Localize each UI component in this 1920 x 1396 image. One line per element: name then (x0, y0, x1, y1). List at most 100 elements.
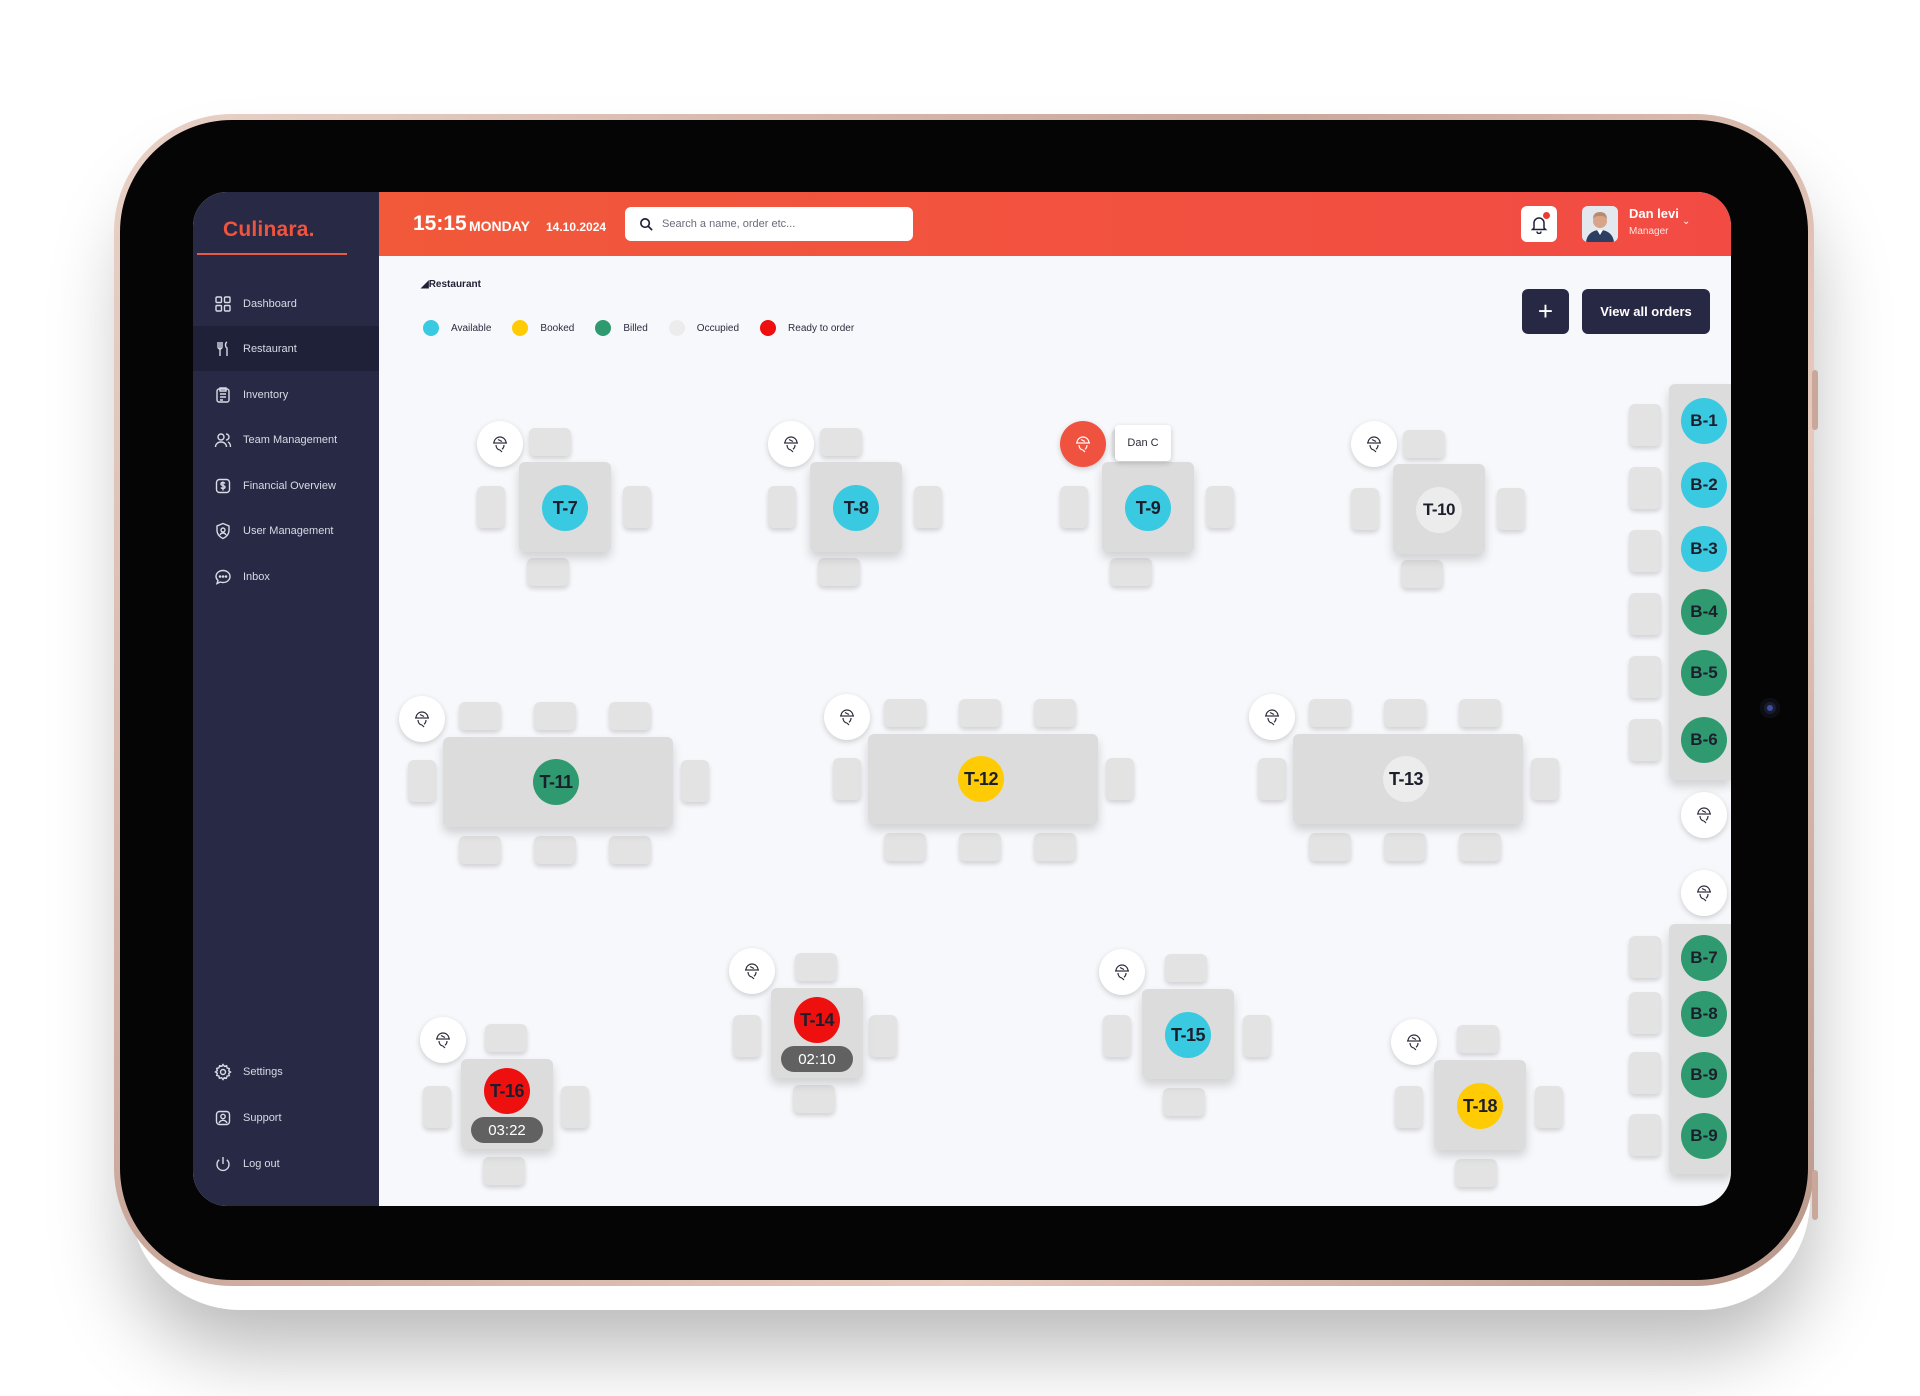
table-status-badge[interactable]: T-10 (1416, 487, 1462, 533)
clipboard-icon (216, 386, 230, 403)
chair (1535, 1086, 1563, 1128)
waiter-icon (1367, 436, 1381, 453)
table-timer: 02:10 (781, 1046, 853, 1072)
chair (609, 836, 651, 864)
chair (1455, 1159, 1497, 1187)
table-status-badge[interactable]: T-16 (484, 1068, 530, 1114)
waiter-assign-button[interactable] (1099, 949, 1145, 995)
sidebar-item-financial-overview[interactable]: Financial Overview (193, 463, 379, 508)
waiter-assign-button[interactable] (1681, 870, 1727, 916)
table-status-badge[interactable]: T-14 (794, 997, 840, 1043)
clock-date: 14.10.2024 (546, 220, 607, 234)
sidebar-item-label: Support (243, 1111, 282, 1124)
legend-dot (595, 320, 612, 336)
sidebar-item-label: Log out (243, 1157, 280, 1170)
dashboard-icon (215, 295, 231, 312)
app-screen: Culinara. Dashboard Restaurant Inventory… (193, 192, 1731, 1206)
waiter-assign-button[interactable] (1351, 421, 1397, 467)
gear-icon (214, 1062, 232, 1081)
sidebar-item-label: Inventory (243, 388, 289, 401)
bar-seat-badge[interactable]: B-4 (1681, 589, 1727, 635)
chair (1351, 488, 1379, 530)
sidebar-item-team-management[interactable]: Team Management (193, 417, 379, 462)
sidebar-item-dashboard[interactable]: Dashboard (193, 281, 379, 326)
chair (1106, 758, 1134, 800)
waiter-assign-button[interactable] (1681, 792, 1727, 838)
chair (1384, 833, 1426, 861)
chevron-down-icon[interactable]: ⌄ (1682, 216, 1691, 227)
notifications-button[interactable] (1521, 206, 1557, 242)
table-status-badge[interactable]: T-7 (542, 485, 588, 531)
waiter-assign-button[interactable] (768, 421, 814, 467)
waiter-icon (493, 436, 507, 453)
chair (869, 1015, 897, 1057)
bar-seat-badge[interactable]: B-7 (1681, 935, 1727, 981)
bar-seat-badge[interactable]: B-9 (1681, 1052, 1727, 1098)
waiter-assign-button[interactable] (399, 696, 445, 742)
waiter-assign-button[interactable] (1249, 694, 1295, 740)
sidebar-item-inbox[interactable]: Inbox (193, 554, 379, 599)
table-status-badge[interactable]: T-11 (533, 759, 579, 805)
chair (1243, 1015, 1271, 1057)
sidebar-item-label: Settings (243, 1065, 283, 1078)
bar-seat-badge[interactable]: B-1 (1681, 398, 1727, 444)
sidebar-item-logout[interactable]: Log out (193, 1141, 379, 1186)
legend-ready-to-order: Ready to order (760, 320, 854, 336)
sidebar-item-label: Financial Overview (243, 479, 336, 492)
sidebar-item-label: Team Management (243, 433, 338, 446)
legend-billed: Billed (595, 320, 648, 336)
table-status-badge[interactable]: T-15 (1165, 1012, 1211, 1058)
view-all-orders-button[interactable]: View all orders (1582, 289, 1710, 334)
waiter-assign-button[interactable] (729, 948, 775, 994)
legend-label: Occupied (696, 322, 740, 334)
sidebar-item-restaurant[interactable]: Restaurant (193, 326, 379, 371)
chair (1206, 486, 1234, 528)
chair (914, 486, 942, 528)
sidebar-item-user-management[interactable]: User Management (193, 508, 379, 553)
legend-label: Booked (540, 322, 575, 334)
chair (1497, 488, 1525, 530)
support-icon (215, 1110, 231, 1125)
chair (959, 699, 1001, 727)
chair (609, 702, 651, 730)
bar-stool (1629, 404, 1661, 446)
waiter-assigned-button[interactable] (1060, 421, 1106, 467)
waiter-assign-button[interactable] (477, 421, 523, 467)
chair (527, 558, 569, 586)
chair (733, 1015, 761, 1057)
waiter-icon (1076, 436, 1090, 453)
waiter-assign-button[interactable] (1391, 1019, 1437, 1065)
add-button[interactable]: + (1522, 289, 1569, 334)
chair (423, 1086, 451, 1128)
sidebar-item-support[interactable]: Support (193, 1095, 379, 1140)
chair (768, 486, 796, 528)
waiter-assign-button[interactable] (420, 1017, 466, 1063)
search-box[interactable] (625, 207, 913, 241)
legend-label: Ready to order (788, 322, 855, 334)
chair (561, 1086, 589, 1128)
user-name[interactable]: Dan levi (1629, 206, 1679, 221)
bar-seat-badge[interactable]: B-9 (1681, 1113, 1727, 1159)
waiter-icon (840, 709, 854, 726)
table-status-badge[interactable]: T-18 (1457, 1083, 1503, 1129)
chair (1531, 758, 1559, 800)
table-status-badge[interactable]: T-8 (833, 485, 879, 531)
bar-seat-badge[interactable]: B-6 (1681, 717, 1727, 763)
table-status-badge[interactable]: T-9 (1125, 485, 1171, 531)
chair (1395, 1086, 1423, 1128)
search-input[interactable] (662, 218, 882, 230)
avatar[interactable] (1582, 206, 1618, 242)
bar-seat-badge[interactable]: B-3 (1681, 526, 1727, 572)
bar-seat-badge[interactable]: B-5 (1681, 650, 1727, 696)
camera-icon (1760, 698, 1780, 718)
bar-seat-badge[interactable]: B-2 (1681, 462, 1727, 508)
top-bar: 15:15 MONDAY 14.10.2024 Dan levi Manager… (379, 192, 1731, 256)
waiter-assign-button[interactable] (824, 694, 870, 740)
sidebar-item-settings[interactable]: Settings (193, 1049, 379, 1094)
table-status-badge[interactable]: T-12 (958, 756, 1004, 802)
bar-stool (1629, 656, 1661, 698)
table-status-badge[interactable]: T-13 (1383, 756, 1429, 802)
legend-label: Billed (623, 322, 648, 334)
bar-seat-badge[interactable]: B-8 (1681, 991, 1727, 1037)
sidebar-item-inventory[interactable]: Inventory (193, 372, 379, 417)
